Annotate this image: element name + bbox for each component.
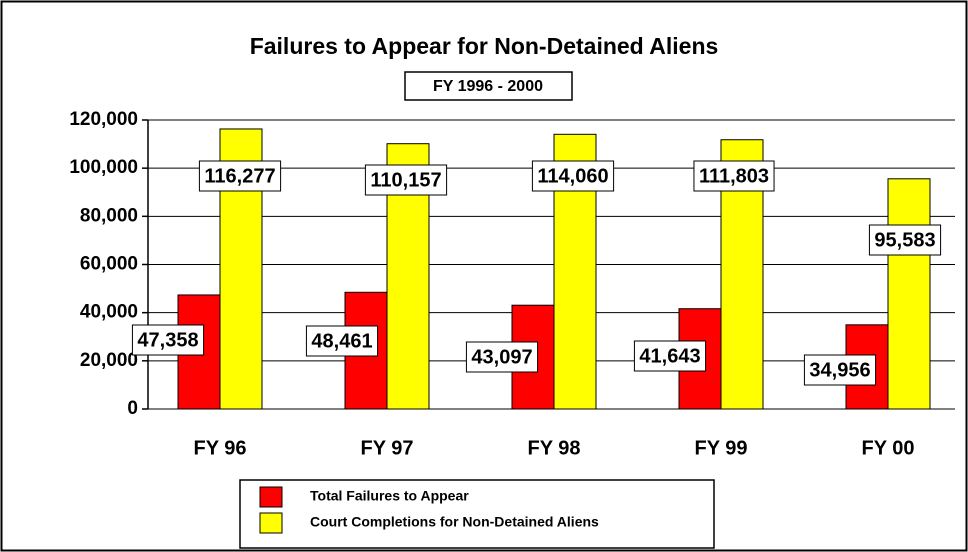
legend-swatch <box>259 512 283 534</box>
data-label-box <box>131 324 205 356</box>
data-label-box <box>364 164 448 196</box>
x-tick-label: FY 96 <box>194 437 247 459</box>
legend-swatch <box>259 486 283 508</box>
data-label-box <box>198 160 282 192</box>
chart-title: Failures to Appear for Non-Detained Alie… <box>250 33 719 59</box>
y-tick-label: 120,000 <box>69 109 138 130</box>
data-label: 48,461 <box>311 330 372 352</box>
legend-label: Court Completions for Non-Detained Alien… <box>310 514 599 530</box>
y-tick-label: 100,000 <box>69 157 138 178</box>
y-tick-label: 0 <box>127 398 138 419</box>
subtitle-box <box>404 71 573 101</box>
x-tick-label: FY 97 <box>361 437 414 459</box>
data-label: 47,358 <box>137 329 198 351</box>
chart-subtitle: FY 1996 - 2000 <box>433 78 543 95</box>
data-label-box <box>868 224 942 256</box>
data-label: 95,583 <box>874 229 935 251</box>
data-label-box <box>633 340 707 372</box>
data-label: 110,157 <box>370 169 441 191</box>
data-label: 111,803 <box>699 165 769 187</box>
y-tick-label: 40,000 <box>80 302 138 323</box>
legend <box>239 479 715 549</box>
y-tick-label: 80,000 <box>80 205 138 226</box>
y-tick-label: 60,000 <box>80 254 138 275</box>
data-label-box <box>305 325 379 357</box>
data-label: 43,097 <box>471 346 532 368</box>
data-label: 114,060 <box>537 165 608 187</box>
x-tick-label: FY 98 <box>528 437 581 459</box>
data-label-box <box>693 160 775 192</box>
x-tick-label: FY 00 <box>862 437 915 459</box>
bar <box>887 178 931 410</box>
data-label: 41,643 <box>639 345 700 367</box>
data-label-box <box>531 160 615 192</box>
data-label-box <box>803 354 877 386</box>
legend-label: Total Failures to Appear <box>310 488 469 504</box>
data-label: 116,277 <box>204 165 275 187</box>
y-tick-label: 20,000 <box>80 350 138 371</box>
x-tick-label: FY 99 <box>695 437 748 459</box>
data-label-box <box>465 341 539 373</box>
data-label: 34,956 <box>809 359 870 381</box>
